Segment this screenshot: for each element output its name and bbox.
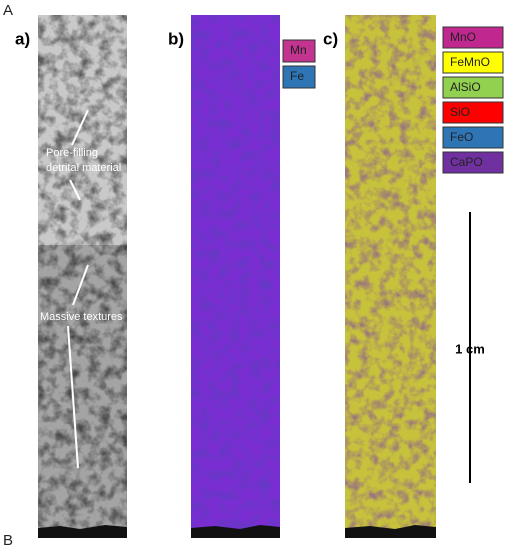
panel-a: Pore-filling detrital material Massive t…	[15, 15, 127, 538]
corner-label: B	[3, 532, 13, 549]
edge	[345, 525, 436, 538]
legend-swatch	[442, 26, 504, 49]
legend-swatch	[442, 51, 504, 74]
corner-label: A	[3, 2, 13, 19]
legend-label: AlSiO	[450, 80, 481, 94]
legend-label: FeMnO	[450, 55, 490, 69]
legend-label: SiO	[450, 105, 470, 119]
texture	[38, 15, 127, 538]
legend-label: CaPO	[450, 155, 483, 169]
legend: MnO FeMnO AlSiO SiO FeO CaPO	[442, 26, 504, 174]
legend-label: Mn	[290, 43, 307, 57]
texture	[345, 15, 436, 538]
scale-label: 1 cm	[455, 341, 485, 356]
panel-b: b) Mn Fe	[168, 15, 316, 538]
legend-swatch	[442, 101, 504, 124]
legend-swatch	[442, 151, 504, 174]
legend-swatch	[282, 65, 316, 89]
panel-c: c) MnO FeMnO AlSiO SiO FeO CaPO	[323, 15, 504, 538]
annotation: Pore-filling	[46, 147, 98, 159]
annotation: Massive textures	[40, 311, 123, 323]
panel-label: b)	[168, 29, 184, 48]
panel-label: c)	[323, 29, 338, 48]
legend-swatch	[442, 126, 504, 149]
legend-label: MnO	[450, 30, 476, 44]
panel-label: a)	[15, 29, 30, 48]
legend-label: Fe	[290, 69, 304, 83]
annotation: detrital material	[46, 162, 121, 174]
legend-swatch	[282, 39, 316, 63]
texture	[191, 15, 280, 538]
legend-label: FeO	[450, 130, 473, 144]
legend-swatch	[442, 76, 504, 99]
pointers	[67, 109, 89, 469]
edge	[38, 525, 127, 538]
edge	[191, 525, 280, 538]
